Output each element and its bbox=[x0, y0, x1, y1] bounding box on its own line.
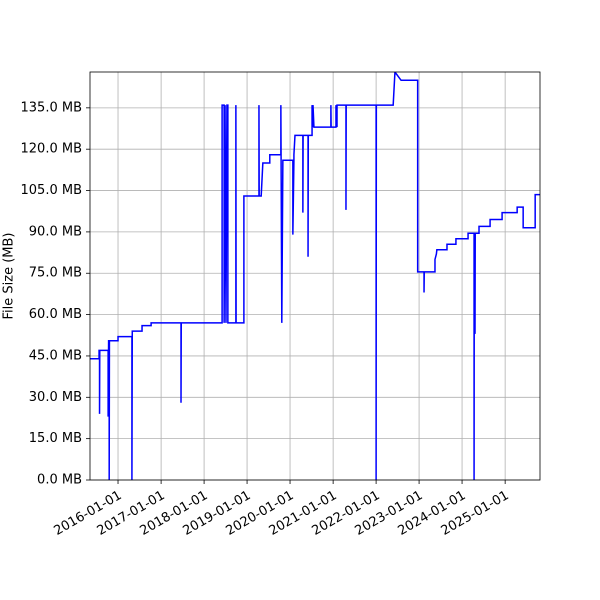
y-tick-label: 15.0 MB bbox=[29, 431, 82, 446]
y-axis-label: File Size (MB) bbox=[2, 233, 17, 320]
y-tick-label: 30.0 MB bbox=[29, 390, 82, 405]
data-line bbox=[90, 72, 540, 480]
y-tick-label: 60.0 MB bbox=[29, 307, 82, 322]
y-tick-label: 120.0 MB bbox=[21, 142, 82, 157]
y-tick-label: 90.0 MB bbox=[29, 224, 82, 239]
y-tick-label: 105.0 MB bbox=[21, 183, 82, 198]
y-tick-label: 135.0 MB bbox=[21, 100, 82, 115]
y-tick-label: 45.0 MB bbox=[29, 348, 82, 363]
plot-frame bbox=[89, 71, 541, 481]
y-tick-label: 75.0 MB bbox=[29, 266, 82, 281]
y-tick-label: 0.0 MB bbox=[37, 473, 82, 488]
